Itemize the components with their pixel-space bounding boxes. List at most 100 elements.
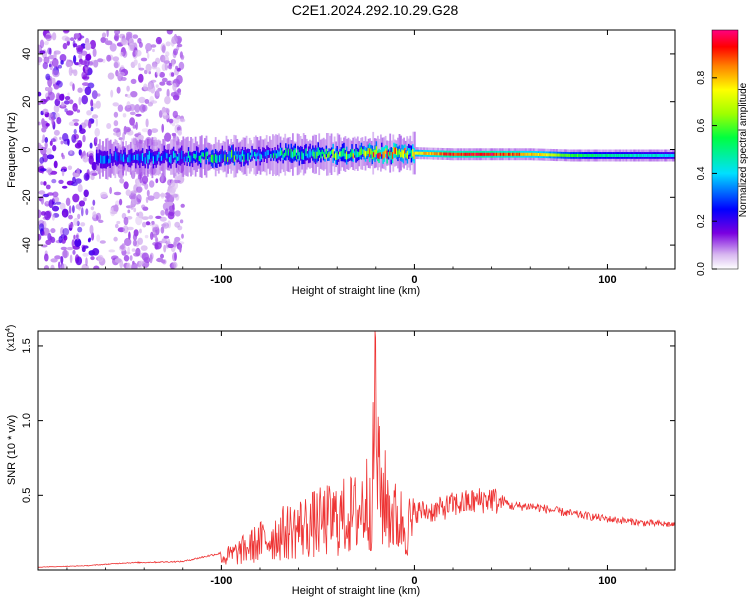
heatmap-cell <box>155 155 157 164</box>
heatmap-cell <box>351 148 353 157</box>
heatmap-cell <box>526 152 529 156</box>
figure-title: C2E1.2024.292.10.29.G28 <box>291 2 459 18</box>
heatmap-cell <box>173 179 181 184</box>
heatmap-cell <box>68 205 72 214</box>
heatmap-cell <box>38 190 46 195</box>
heatmap-cell <box>491 152 494 156</box>
heatmap-cell <box>285 148 287 156</box>
heatmap-cell <box>77 226 83 233</box>
heatmap-cell <box>585 154 587 157</box>
spectrogram-y-axis-label: Frequency (Hz) <box>6 112 18 188</box>
heatmap-cell <box>309 148 311 158</box>
heatmap-cell <box>76 109 81 113</box>
heatmap-cell <box>113 191 122 196</box>
heatmap-cell <box>595 154 598 157</box>
heatmap-cell <box>122 113 127 118</box>
heatmap-cell <box>270 154 272 159</box>
heatmap-cell <box>78 96 82 106</box>
heatmap-cell <box>360 147 363 155</box>
colorbar-tick-label: 0.2 <box>696 214 707 228</box>
heatmap-cell <box>135 215 143 226</box>
heatmap-cell <box>95 118 99 127</box>
heatmap-cell <box>136 186 143 193</box>
heatmap-cell <box>39 168 47 172</box>
heatmap-cell <box>255 153 257 162</box>
heatmap-cell <box>158 39 161 44</box>
heatmap-cell <box>291 151 294 159</box>
heatmap-cell <box>626 154 629 157</box>
heatmap-cell <box>328 151 330 158</box>
heatmap-cell <box>324 154 326 159</box>
heatmap-cell <box>537 153 540 156</box>
colorbar-gradient <box>711 29 739 270</box>
heatmap-cell <box>418 151 421 155</box>
heatmap-cell <box>628 154 630 157</box>
heatmap-cell <box>272 153 275 158</box>
heatmap-cell <box>248 152 251 157</box>
heatmap-cell <box>493 152 495 156</box>
heatmap-cell <box>71 239 75 248</box>
heatmap-cell <box>366 150 368 156</box>
heatmap-cell <box>220 154 222 162</box>
heatmap-cell <box>501 152 503 156</box>
heatmap-cell <box>547 153 549 157</box>
heatmap-cell <box>582 154 584 157</box>
heatmap-cell <box>146 189 150 197</box>
heatmap-cell <box>97 156 99 163</box>
heatmap-cell <box>349 152 352 158</box>
heatmap-cell <box>414 151 417 155</box>
heatmap-cell <box>251 149 253 157</box>
heatmap-cell <box>154 155 156 162</box>
heatmap-cell <box>575 154 578 157</box>
heatmap-cell <box>340 151 342 158</box>
heatmap-cell <box>45 73 51 81</box>
heatmap-cell <box>586 154 588 157</box>
heatmap-cell <box>293 149 295 157</box>
spectrogram-axes: -100 0 100 -40 -20 0 20 40 <box>21 30 675 286</box>
heatmap-cell <box>518 152 521 156</box>
heatmap-cell <box>90 256 95 261</box>
heatmap-cell <box>528 152 530 156</box>
heatmap-cell <box>49 140 53 146</box>
heatmap-cell <box>72 40 76 48</box>
heatmap-cell <box>583 154 586 157</box>
heatmap-cell <box>497 152 499 156</box>
heatmap-cell <box>610 154 613 157</box>
heatmap-cell <box>232 149 234 158</box>
heatmap-cell <box>186 156 188 163</box>
heatmap-cell <box>243 154 245 162</box>
heatmap-cell <box>364 151 367 158</box>
heatmap-cell <box>579 154 582 157</box>
heatmap-cell <box>260 154 263 160</box>
heatmap-cell <box>522 152 525 156</box>
heatmap-cell <box>138 73 144 83</box>
heatmap-cell <box>499 152 502 156</box>
heatmap-cell <box>60 256 64 264</box>
heatmap-cell <box>81 246 86 253</box>
colorbar-ticks: 0.0 0.2 0.4 0.6 0.8 <box>696 70 717 276</box>
heatmap-cell <box>404 148 406 154</box>
heatmap-cell <box>467 152 469 156</box>
heatmap-cell <box>61 152 64 158</box>
heatmap-cell <box>140 245 148 252</box>
heatmap-cell <box>64 96 71 101</box>
heatmap-cell <box>170 72 175 77</box>
heatmap-cell <box>124 237 132 247</box>
heatmap-cell <box>180 203 185 208</box>
heatmap-cell <box>382 151 384 160</box>
heatmap-cell <box>77 184 83 193</box>
heatmap-cell <box>345 151 348 160</box>
heatmap-cell <box>139 155 141 164</box>
heatmap-cell <box>166 30 173 35</box>
heatmap-cell <box>605 154 607 157</box>
heatmap-cell <box>141 175 149 184</box>
heatmap-cell <box>79 128 86 135</box>
heatmap-cell <box>318 150 321 155</box>
heatmap-cell <box>91 172 98 176</box>
heatmap-cell <box>259 153 261 161</box>
heatmap-cell <box>40 98 47 105</box>
heatmap-cell <box>604 154 606 157</box>
heatmap-cell <box>131 262 138 269</box>
heatmap-cell <box>168 157 171 163</box>
